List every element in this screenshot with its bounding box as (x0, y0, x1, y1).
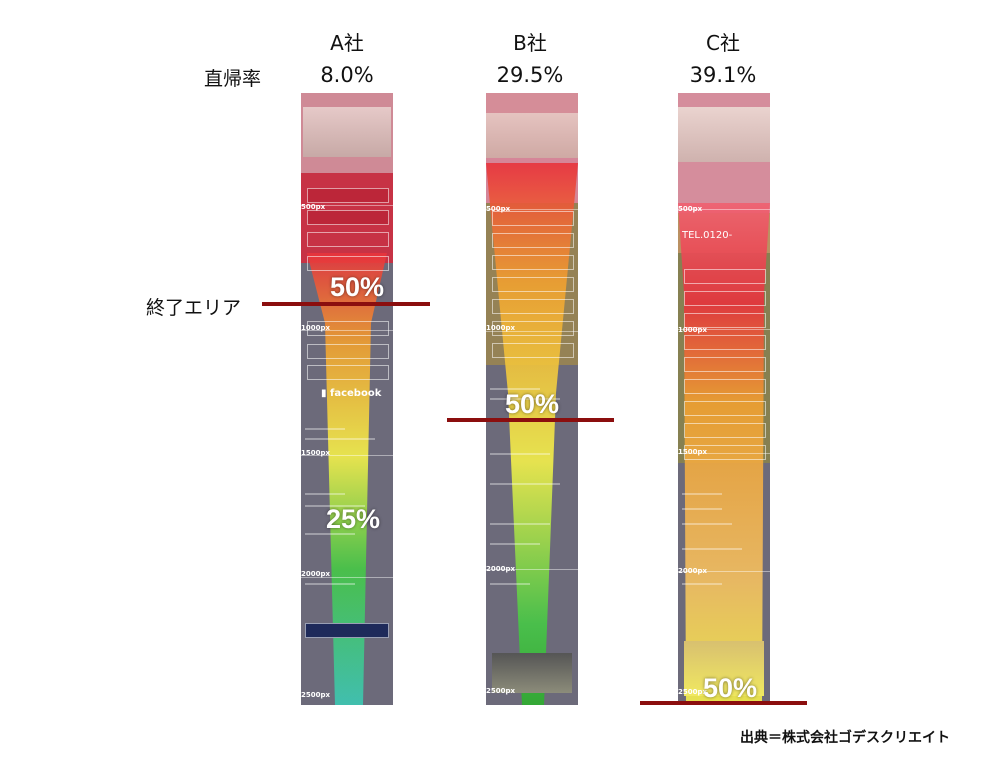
px-mark-1000-c: 1000px (678, 326, 708, 334)
menu-button-b2 (492, 233, 574, 248)
company-a-rate: 8.0% (320, 63, 374, 87)
heatmap-strip-b: 500px 1000px 2000px 2500px 50% (486, 93, 578, 705)
menu-button-c6 (684, 379, 766, 394)
heatmap-strip-c: TEL.0120- 500px 1000px 1500px 2000px 250… (678, 93, 770, 705)
menu-button-a6 (307, 344, 389, 359)
company-c-rate: 39.1% (689, 63, 757, 87)
label-50-b: 50% (504, 389, 560, 419)
house-photo-a (303, 107, 391, 157)
dining-photo-c (684, 641, 764, 696)
label-25-a: 25% (325, 504, 381, 534)
menu-button-a2 (307, 210, 389, 225)
scroll-funnel-b (486, 163, 578, 705)
px-mark-500-b: 500px (486, 205, 511, 213)
px-mark-1500-c: 1500px (678, 448, 708, 456)
menu-button-b7 (492, 343, 574, 358)
company-c-title: C社 (706, 31, 740, 55)
menu-button-c8 (684, 423, 766, 438)
menu-button-c1 (684, 269, 766, 284)
label-50-a: 50% (329, 272, 385, 302)
menu-button-c5 (684, 357, 766, 372)
menu-button-b4 (492, 277, 574, 292)
menu-button-c3 (684, 313, 766, 328)
menu-button-c7 (684, 401, 766, 416)
menu-button-b6 (492, 321, 574, 336)
px-mark-2000-b: 2000px (486, 565, 516, 573)
event-banner-a (305, 623, 389, 638)
menu-button-a3 (307, 232, 389, 247)
px-mark-2500-c: 2500px (678, 688, 708, 696)
label-50-c: 50% (702, 673, 758, 703)
tel-number-c: TEL.0120- (682, 230, 733, 241)
end-area-label: 終了エリア (146, 297, 242, 319)
px-mark-500-a: 500px (301, 203, 326, 211)
scroll-funnel-c (678, 203, 770, 705)
px-mark-2500-a: 2500px (301, 691, 331, 699)
end-line-c (640, 701, 807, 705)
menu-button-b1 (492, 211, 574, 226)
cup-photo-b (492, 653, 572, 693)
company-b-rate: 29.5% (496, 63, 564, 87)
menu-button-c4 (684, 335, 766, 350)
px-mark-1500-a: 1500px (301, 449, 331, 457)
px-mark-500-c: 500px (678, 205, 703, 213)
menu-button-c9 (684, 445, 766, 460)
end-line-b (447, 418, 614, 422)
company-b-title: B社 (513, 31, 547, 55)
scroll-funnel-a (307, 253, 387, 705)
menu-button-c2 (684, 291, 766, 306)
px-mark-1000-a: 1000px (301, 324, 331, 332)
bounce-rate-label: 直帰率 (204, 68, 262, 90)
end-line-a (262, 302, 430, 306)
facebook-link: ▮ facebook (321, 388, 382, 399)
interior-photo-c (678, 107, 770, 162)
source-credit: 出典＝株式会社ゴデスクリエイト (740, 730, 950, 746)
px-mark-2000-c: 2000px (678, 567, 708, 575)
menu-button-a7 (307, 365, 389, 380)
interior-photo-b (486, 113, 578, 158)
menu-button-b5 (492, 299, 574, 314)
px-mark-1000-b: 1000px (486, 324, 516, 332)
px-mark-2000-a: 2000px (301, 570, 331, 578)
menu-button-a4 (307, 256, 389, 271)
px-mark-2500-b: 2500px (486, 687, 516, 695)
menu-button-a1 (307, 188, 389, 203)
company-a-title: A社 (330, 31, 364, 55)
heatmap-strip-a: ▮ facebook 500px 1000px 1500px 2000px 25… (301, 93, 393, 705)
menu-button-a5 (307, 321, 389, 336)
menu-button-b3 (492, 255, 574, 270)
